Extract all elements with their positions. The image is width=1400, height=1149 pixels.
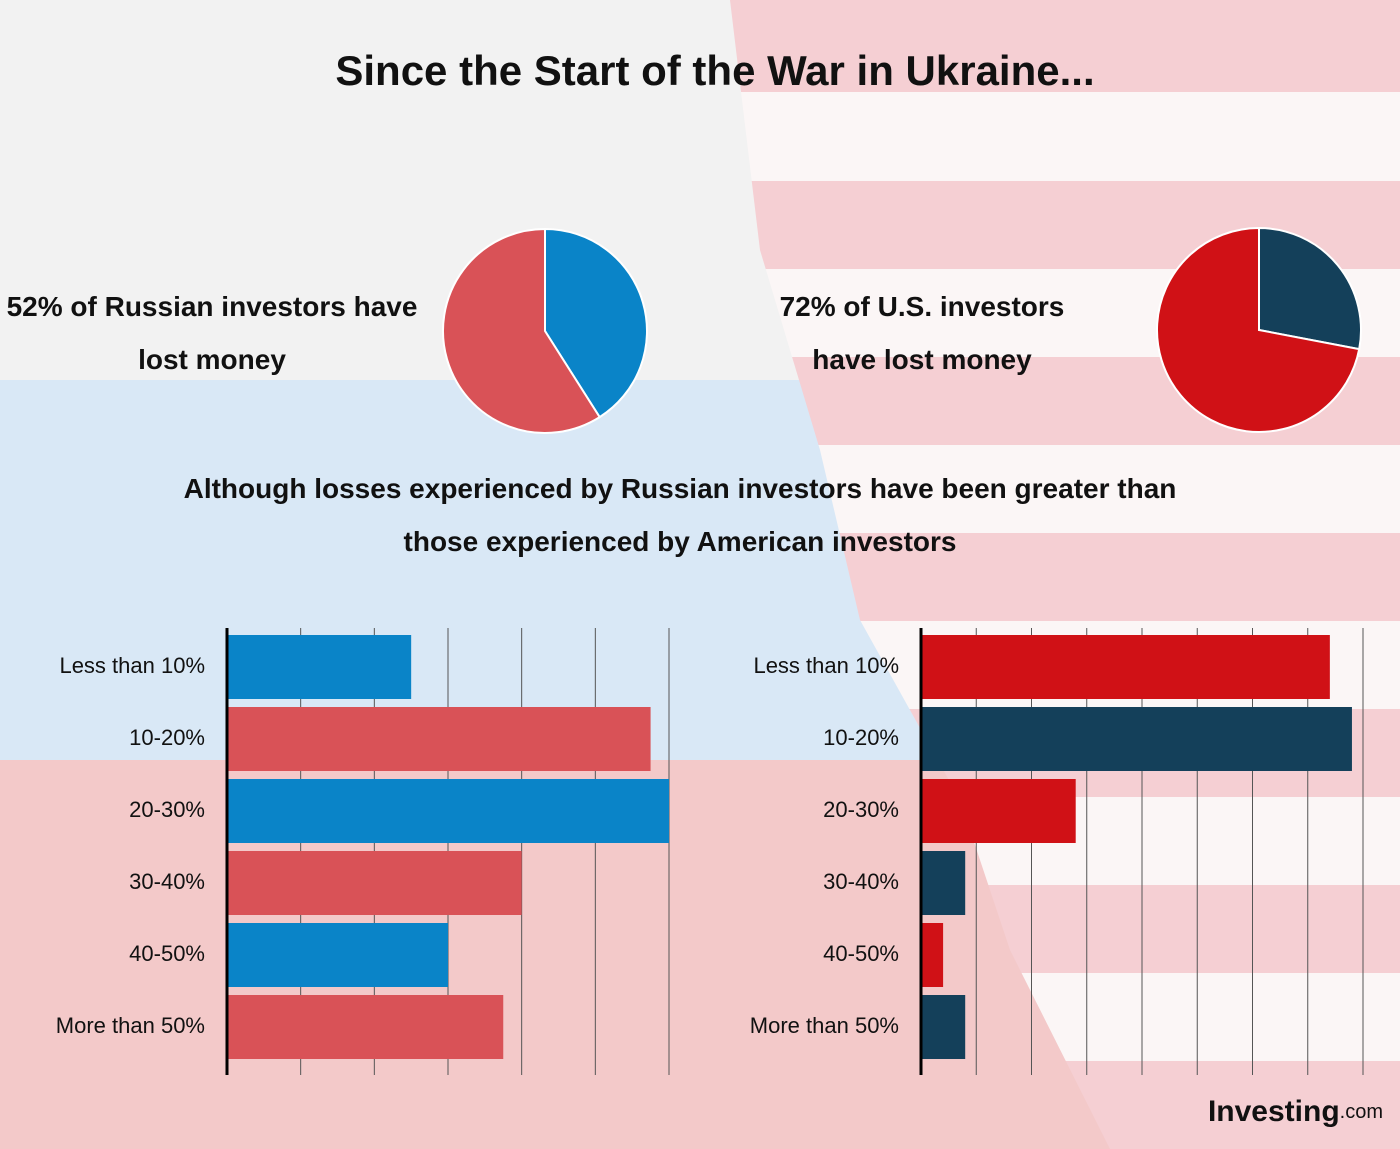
pie-slice bbox=[442, 227, 602, 434]
bar bbox=[227, 851, 522, 915]
y-tick-label: More than 50% bbox=[56, 1013, 205, 1038]
y-tick-label: Less than 10% bbox=[59, 653, 205, 678]
y-tick-label: 10-20% bbox=[823, 725, 899, 750]
logo: Investing.com bbox=[1208, 1095, 1383, 1128]
bar bbox=[227, 635, 412, 699]
y-tick-label: 20-30% bbox=[823, 797, 899, 822]
y-tick-label: More than 50% bbox=[750, 1013, 899, 1038]
bar bbox=[921, 635, 1330, 699]
bar bbox=[227, 707, 651, 771]
bar bbox=[227, 779, 669, 843]
pie-caption: 72% of U.S. investors have lost money bbox=[779, 291, 1065, 375]
bar bbox=[921, 923, 944, 987]
bar bbox=[921, 707, 1352, 771]
y-tick-label: Less than 10% bbox=[753, 653, 899, 678]
pie-slice bbox=[1156, 226, 1361, 433]
y-tick-label: 40-50% bbox=[129, 941, 205, 966]
y-tick-label: 30-40% bbox=[129, 869, 205, 894]
y-tick-label: 30-40% bbox=[823, 869, 899, 894]
title: Since the Start of the War in Ukraine... bbox=[335, 47, 1095, 94]
logo-brand: Investing bbox=[1208, 1095, 1340, 1128]
bar bbox=[921, 995, 966, 1059]
subtitle: Although losses experienced by Russian i… bbox=[183, 473, 1177, 557]
pie-caption: 52% of Russian investors have lost money bbox=[6, 291, 418, 375]
pie-slice bbox=[1258, 226, 1362, 351]
bar bbox=[227, 995, 504, 1059]
y-tick-label: 20-30% bbox=[129, 797, 205, 822]
y-tick-label: 40-50% bbox=[823, 941, 899, 966]
bar bbox=[227, 923, 448, 987]
y-tick-label: 10-20% bbox=[129, 725, 205, 750]
bar bbox=[921, 779, 1076, 843]
logo-suffix: .com bbox=[1340, 1101, 1383, 1123]
bar bbox=[921, 851, 966, 915]
